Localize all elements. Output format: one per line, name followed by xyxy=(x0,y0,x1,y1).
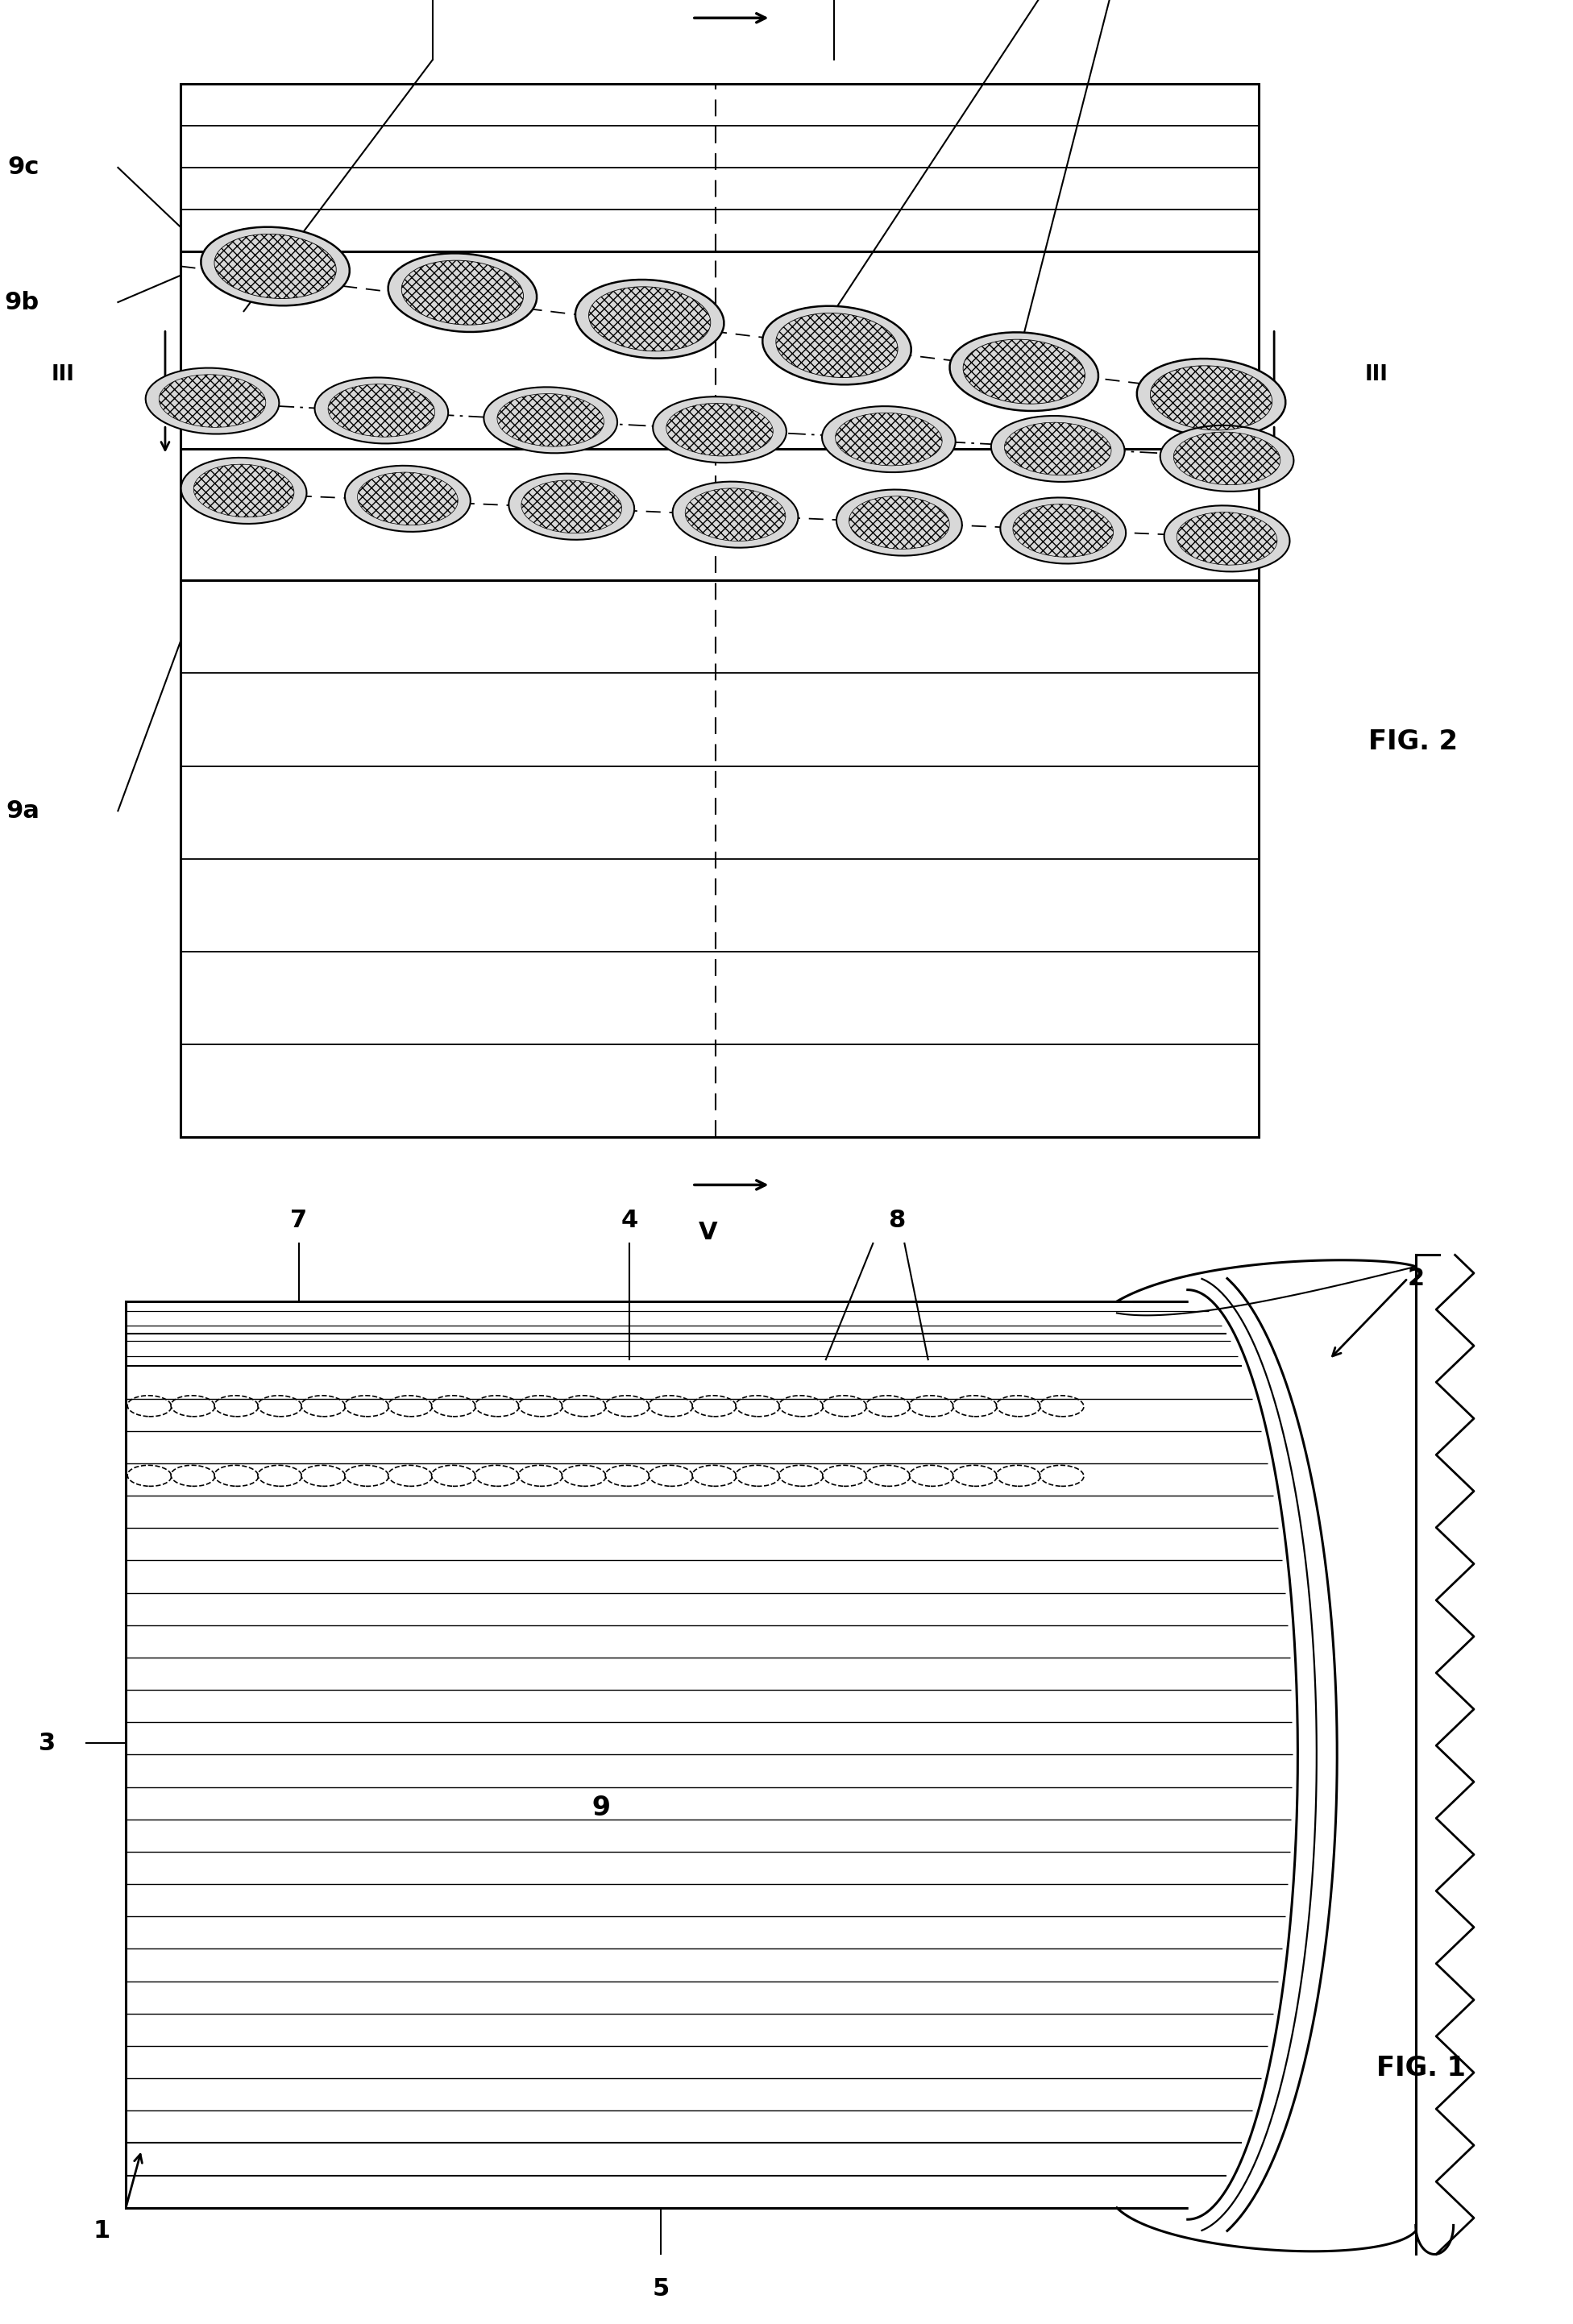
Text: III: III xyxy=(52,365,74,386)
Ellipse shape xyxy=(673,481,798,548)
Ellipse shape xyxy=(315,376,448,444)
Text: 4: 4 xyxy=(621,1208,637,1232)
Text: 9a: 9a xyxy=(6,799,39,823)
Ellipse shape xyxy=(837,490,963,555)
Ellipse shape xyxy=(508,474,634,539)
Ellipse shape xyxy=(181,458,307,523)
Ellipse shape xyxy=(991,416,1125,481)
Ellipse shape xyxy=(146,367,278,435)
Ellipse shape xyxy=(344,465,470,532)
Text: 5: 5 xyxy=(653,2278,669,2301)
Text: 9b: 9b xyxy=(5,290,39,314)
Ellipse shape xyxy=(823,407,955,472)
Ellipse shape xyxy=(576,279,724,358)
Ellipse shape xyxy=(1137,358,1285,437)
Text: FIG. 1: FIG. 1 xyxy=(1376,2054,1466,2082)
Ellipse shape xyxy=(1161,425,1293,490)
Text: 6: 6 xyxy=(588,1787,607,1815)
Ellipse shape xyxy=(653,397,786,462)
Ellipse shape xyxy=(201,228,349,307)
Ellipse shape xyxy=(950,332,1098,411)
Ellipse shape xyxy=(1164,507,1290,572)
Text: V: V xyxy=(698,1220,717,1243)
Ellipse shape xyxy=(389,253,536,332)
Text: 9c: 9c xyxy=(8,156,39,179)
Ellipse shape xyxy=(1000,497,1126,565)
Text: 3: 3 xyxy=(39,1731,55,1755)
Text: III: III xyxy=(1365,365,1387,386)
Text: 1: 1 xyxy=(93,2219,110,2243)
Text: 2: 2 xyxy=(1408,1267,1425,1290)
Text: 8: 8 xyxy=(889,1208,904,1232)
Ellipse shape xyxy=(484,388,617,453)
Text: 7: 7 xyxy=(291,1208,307,1232)
Text: FIG. 2: FIG. 2 xyxy=(1369,730,1458,755)
Ellipse shape xyxy=(763,307,911,383)
